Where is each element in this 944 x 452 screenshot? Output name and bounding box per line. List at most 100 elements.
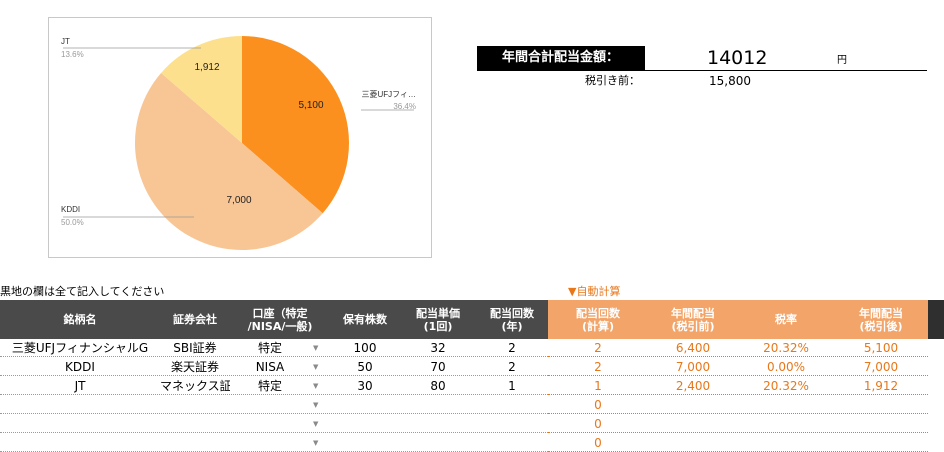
cell-account[interactable] — [230, 415, 310, 433]
cell-account[interactable] — [230, 434, 310, 452]
cell-name[interactable]: JT — [74, 379, 86, 393]
annual-total-unit: 円 — [837, 55, 847, 66]
cell-times[interactable] — [476, 396, 548, 414]
cell-unit-div[interactable] — [400, 434, 476, 452]
cell-name[interactable]: KDDI — [65, 360, 95, 374]
pie-series-name: 三菱UFJフィ… — [361, 89, 416, 99]
header-edge — [928, 300, 944, 339]
auto-calc-note: ▼自動計算 — [568, 285, 621, 298]
header-broker[interactable]: 証券会社 — [160, 300, 230, 339]
row-divider — [0, 413, 548, 414]
input-instruction-note: 黒地の欄は全て記入してください — [0, 285, 165, 298]
row-divider — [0, 356, 548, 357]
table-row: KDDI 楽天証券 NISA 50 70 2 2 7,000 0.00% 7,000 ▼ — [0, 358, 944, 376]
header-calc-times[interactable]: 配当回数 (計算) — [548, 300, 648, 339]
cell-broker[interactable]: マネックス証券 — [160, 379, 230, 393]
cell-tax-rate: 0.00% — [766, 360, 806, 374]
cell-name[interactable] — [0, 434, 160, 452]
cell-account[interactable]: 特定 — [257, 379, 282, 393]
pie-chart-svg: 5,100 三菱UFJフィ… 36.4% 7,000 KDDI 50.0% 1,912 JT 1… — [61, 36, 416, 251]
cell-name[interactable]: 三菱UFJフィナンシャルG — [11, 341, 149, 355]
cell-shares[interactable]: 50 — [357, 360, 373, 374]
cell-broker[interactable]: 楽天証券 — [170, 360, 219, 374]
dropdown-arrow-icon[interactable]: ▼ — [313, 401, 319, 409]
row-divider-calc — [548, 432, 928, 433]
pie-data-label: 5,100 — [298, 100, 323, 111]
cell-name[interactable] — [0, 396, 160, 414]
dropdown-arrow-icon[interactable]: ▼ — [313, 439, 319, 447]
cell-account[interactable] — [230, 396, 310, 414]
header-shares[interactable]: 保有株数 — [330, 300, 400, 339]
cell-annual-post: 5,100 — [863, 341, 899, 355]
row-divider-calc — [548, 394, 928, 395]
cell-broker[interactable] — [160, 396, 230, 414]
header-annual-pretax[interactable]: 年間配当 (税引前) — [648, 300, 738, 339]
header-tax-rate[interactable]: 税率 — [738, 300, 834, 339]
cell-unit-div[interactable] — [400, 415, 476, 433]
cell-calc-times: 2 — [594, 360, 602, 374]
pretax-label: 税引き前： — [585, 74, 640, 87]
cell-calc-times: 1 — [594, 379, 602, 393]
row-divider — [0, 394, 548, 395]
cell-shares[interactable] — [330, 434, 400, 452]
cell-annual-post: 7,000 — [863, 360, 899, 374]
header-unit-dividend[interactable]: 配当単価 (1回) — [400, 300, 476, 339]
table-row: 三菱UFJフィナンシャルG SBI証券 特定 100 32 2 2 6,400 20.32% 5,… — [0, 339, 944, 357]
header-annual-posttax[interactable]: 年間配当 (税引後) — [834, 300, 928, 339]
pie-slice — [242, 36, 349, 214]
cell-times[interactable]: 2 — [508, 360, 516, 374]
cell-calc-times: 0 — [594, 417, 602, 431]
cell-tax-rate: 20.32% — [763, 379, 809, 393]
cell-unit-div[interactable]: 32 — [430, 341, 446, 355]
cell-unit-div[interactable]: 70 — [430, 360, 446, 374]
cell-annual-post — [834, 396, 928, 414]
row-divider-calc — [548, 375, 928, 376]
cell-broker[interactable] — [160, 434, 230, 452]
row-divider — [0, 432, 548, 433]
cell-unit-div[interactable] — [400, 396, 476, 414]
cell-annual-post — [834, 434, 928, 452]
dropdown-arrow-icon[interactable]: ▼ — [313, 420, 319, 428]
cell-broker[interactable]: SBI証券 — [173, 341, 217, 355]
dividend-pie-chart: 5,100 三菱UFJフィ… 36.4% 7,000 KDDI 50.0% 1,912 JT 1… — [48, 17, 432, 258]
annual-total-value[interactable]: 14012 — [707, 47, 768, 69]
cell-tax-rate — [738, 415, 834, 433]
cell-account[interactable]: NISA — [255, 360, 285, 374]
cell-annual-pre: 7,000 — [675, 360, 711, 374]
dropdown-arrow-icon[interactable]: ▼ — [313, 363, 319, 371]
cell-annual-post: 1,912 — [863, 379, 899, 393]
cell-unit-div[interactable]: 80 — [430, 379, 446, 393]
cell-name[interactable] — [0, 415, 160, 433]
cell-calc-times: 0 — [594, 398, 602, 412]
cell-shares[interactable] — [330, 415, 400, 433]
header-account[interactable]: 口座（特定/NISA/一般) — [230, 300, 330, 339]
table-row: 0 ▼ — [0, 434, 944, 452]
cell-times[interactable] — [476, 415, 548, 433]
cell-broker[interactable] — [160, 415, 230, 433]
row-divider — [0, 375, 548, 376]
pie-slice — [161, 36, 242, 143]
cell-calc-times: 2 — [594, 341, 602, 355]
table-row: 0 ▼ — [0, 396, 944, 414]
cell-tax-rate: 20.32% — [763, 341, 809, 355]
pretax-value[interactable]: 15,800 — [709, 74, 751, 88]
cell-times[interactable]: 1 — [508, 379, 516, 393]
dropdown-arrow-icon[interactable]: ▼ — [313, 344, 319, 352]
cell-times[interactable]: 2 — [508, 341, 516, 355]
row-divider-calc — [548, 356, 928, 357]
pie-series-name: KDDI — [61, 205, 80, 214]
cell-annual-pre: 2,400 — [675, 379, 711, 393]
header-times[interactable]: 配当回数 (年) — [476, 300, 548, 339]
cell-account[interactable]: 特定 — [257, 341, 282, 355]
pie-percent-label: 36.4% — [393, 102, 416, 111]
cell-annual-pre: 6,400 — [675, 341, 711, 355]
cell-shares[interactable]: 30 — [357, 379, 373, 393]
cell-times[interactable] — [476, 434, 548, 452]
pie-slice — [134, 72, 323, 251]
annual-dividend-summary: 年間合計配当金額： 14012 円 税引き前： 15,800 — [477, 46, 927, 96]
header-name[interactable]: 銘柄名 — [0, 300, 160, 339]
cell-shares[interactable] — [330, 396, 400, 414]
dropdown-arrow-icon[interactable]: ▼ — [313, 382, 319, 390]
cell-shares[interactable]: 100 — [353, 341, 377, 355]
pie-series-name: JT — [61, 37, 70, 46]
